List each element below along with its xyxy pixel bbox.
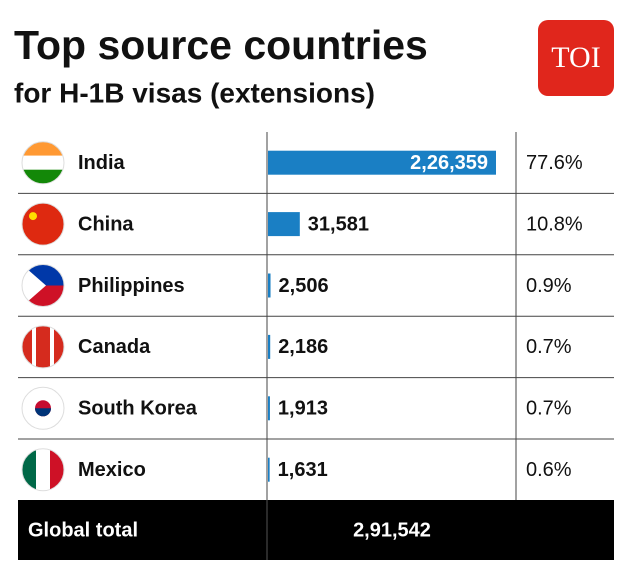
chart-title: Top source countries [14, 22, 428, 68]
bar [268, 150, 496, 175]
category-label: China [78, 213, 134, 235]
flag-stripe [54, 325, 64, 368]
bar [268, 457, 270, 482]
flag-ring [21, 264, 65, 307]
flag-ring [21, 448, 65, 492]
share-label: 10.8% [526, 213, 583, 235]
category-label: Canada [78, 336, 151, 358]
share-label: 0.7% [526, 398, 572, 420]
value-label: 1,913 [278, 398, 328, 420]
flag-ring [21, 386, 65, 430]
bar [268, 396, 270, 421]
value-label: 2,506 [279, 275, 329, 297]
flag-stripe [36, 448, 50, 491]
flag-stripe [50, 448, 64, 491]
chart-subtitle: for H-1B visas (extensions) [14, 77, 375, 108]
share-label: 77.6% [526, 152, 583, 174]
value-label: 1,631 [278, 459, 328, 481]
total-value: 2,91,542 [353, 519, 431, 541]
value-label: 2,26,359 [410, 152, 488, 174]
flag-ring [21, 202, 65, 246]
flag-stripe [22, 155, 64, 170]
flag-emblem [35, 408, 51, 417]
flag-triangle [22, 264, 46, 307]
share-label: 0.6% [526, 459, 572, 481]
share-label: 0.7% [526, 336, 572, 358]
total-label: Global total [28, 519, 138, 541]
category-label: Mexico [78, 459, 146, 481]
flag-stripe [22, 448, 36, 491]
value-label: 31,581 [308, 213, 369, 235]
value-label: 2,186 [278, 336, 328, 358]
flag-star [29, 212, 37, 221]
flag-stripe [22, 141, 64, 156]
total-row [18, 500, 614, 560]
category-label: South Korea [78, 398, 198, 420]
flag-stripe [22, 325, 32, 368]
logo-badge [538, 20, 614, 96]
bar [268, 273, 271, 298]
flag-stripe [22, 203, 64, 246]
flag-stripe [22, 169, 64, 184]
share-label: 0.9% [526, 275, 572, 297]
bar [268, 212, 300, 237]
flag-ring [21, 325, 65, 369]
bar [268, 334, 271, 359]
category-label: India [78, 152, 126, 174]
flag-stripe [36, 325, 50, 368]
category-label: Philippines [78, 275, 185, 297]
flag-ring [21, 141, 65, 185]
logo: TOI [551, 41, 600, 74]
